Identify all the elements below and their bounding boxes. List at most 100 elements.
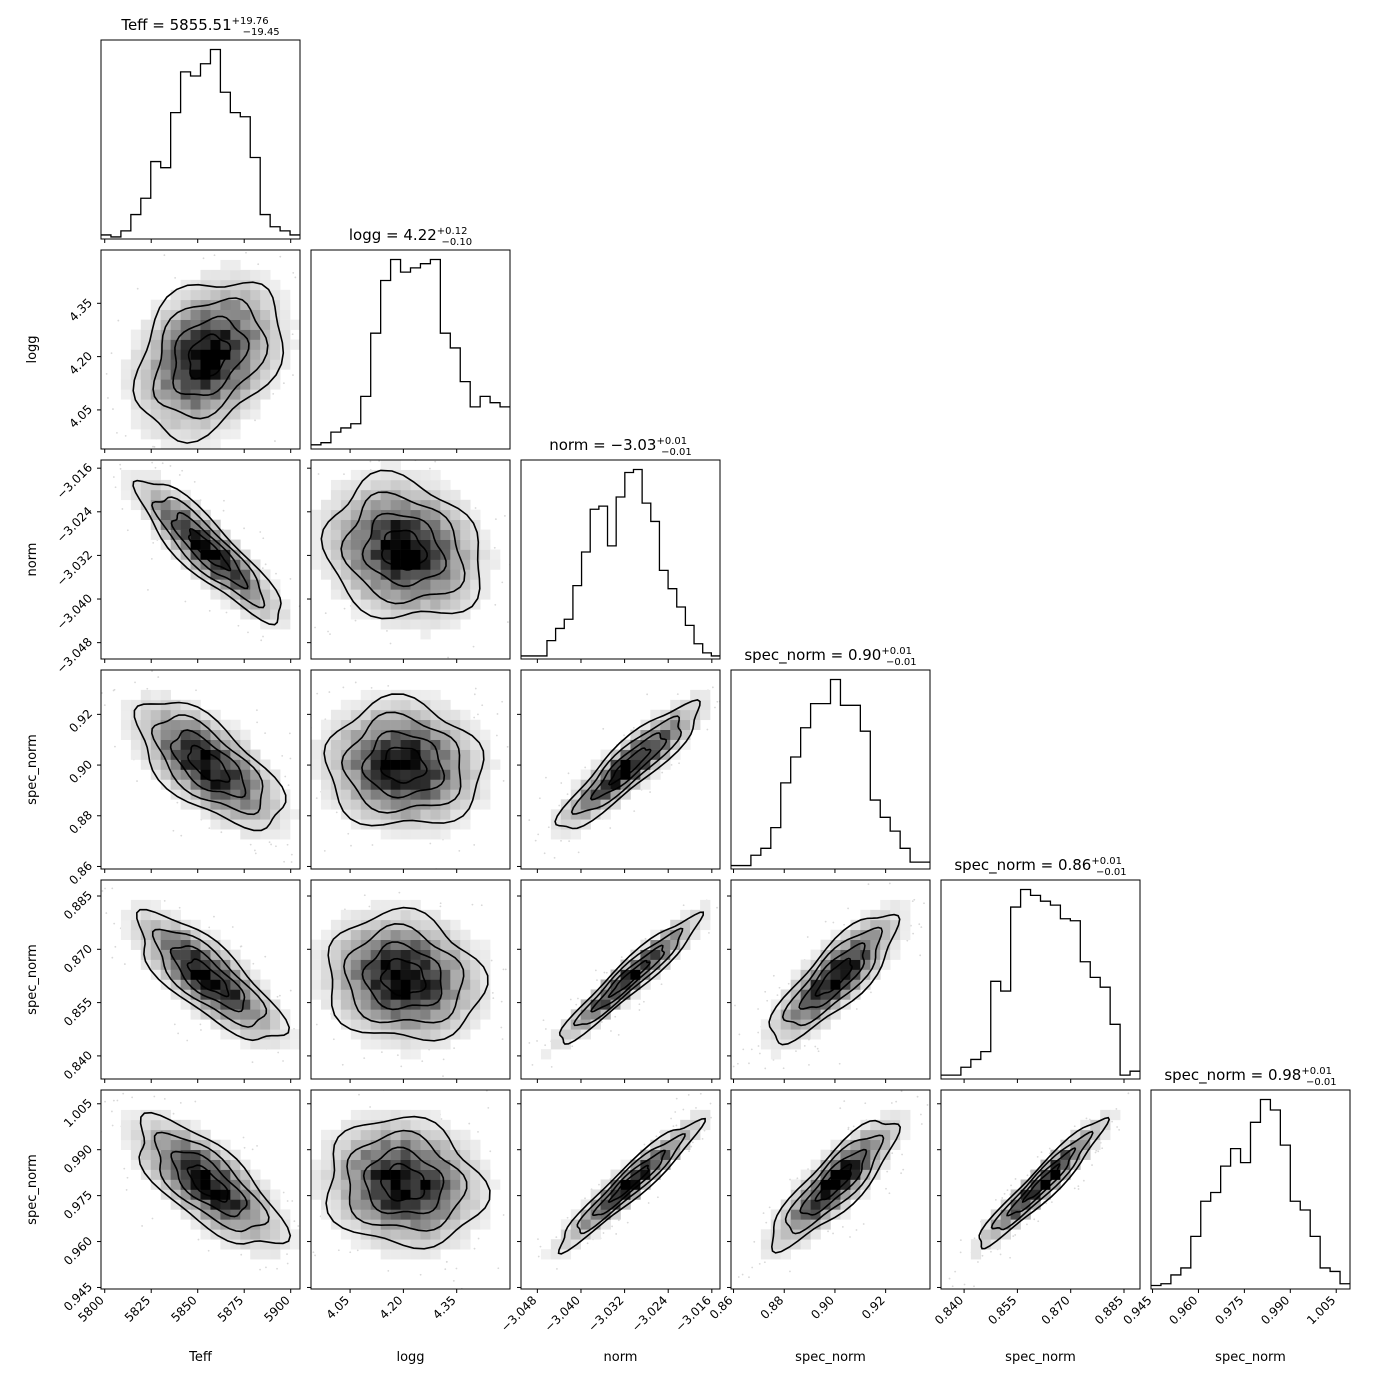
sample-point <box>231 926 234 928</box>
density-cell <box>240 299 251 310</box>
panel-2-0: −3.048−3.040−3.032−3.024−3.016 <box>54 459 301 676</box>
sample-point <box>913 898 916 901</box>
density-cell <box>650 729 661 740</box>
density-cell <box>230 989 241 1000</box>
density-cell <box>240 989 251 1000</box>
density-cell <box>270 1019 281 1030</box>
density-cell <box>440 779 451 790</box>
x-tick-label: 0.88 <box>758 1293 787 1322</box>
density-cell <box>240 1039 251 1050</box>
sample-point <box>178 474 181 476</box>
sample-point <box>568 840 571 843</box>
sample-point <box>286 1253 288 1256</box>
density-cell <box>350 809 362 820</box>
density-cell <box>340 1229 352 1240</box>
sample-point <box>277 695 279 697</box>
y-axis-label-5: spec_norm <box>25 1154 40 1225</box>
density-cell <box>470 749 481 760</box>
density-cell <box>630 1189 641 1200</box>
density-cell <box>250 1239 261 1250</box>
sample-point <box>477 1237 480 1240</box>
density-cell <box>200 1129 211 1141</box>
density-cell <box>140 399 152 410</box>
sample-point <box>526 1080 528 1082</box>
density-cell <box>380 919 391 931</box>
density-cell <box>350 1179 362 1190</box>
sample-point <box>638 1003 641 1006</box>
contour-line <box>768 913 901 1046</box>
density-cell <box>560 1239 572 1250</box>
sample-point <box>703 1129 706 1132</box>
sample-point <box>536 602 538 604</box>
density-cell <box>810 1009 821 1020</box>
density-cell <box>600 789 611 800</box>
density-cell <box>230 269 241 281</box>
density-cell <box>270 799 281 810</box>
y-tick-label: 0.86 <box>66 859 95 888</box>
sample-point <box>901 1153 903 1156</box>
density-cell <box>240 749 251 760</box>
sample-point <box>153 1095 156 1098</box>
sample-point <box>350 844 352 847</box>
density-cell <box>830 1179 841 1190</box>
density-cell <box>140 1139 152 1150</box>
density-cell <box>340 1149 352 1160</box>
density-cell <box>140 709 152 721</box>
sample-point <box>558 804 561 807</box>
density-cell <box>440 509 451 520</box>
density-cell <box>390 749 401 760</box>
sample-point <box>289 757 292 760</box>
density-cell <box>370 689 381 701</box>
density-cell <box>390 1009 401 1020</box>
density-cell <box>480 1169 491 1180</box>
density-cell <box>460 1139 471 1150</box>
density-cell <box>200 509 211 520</box>
density-cell <box>150 949 161 960</box>
contour-line <box>361 512 447 588</box>
density-cell <box>170 549 181 560</box>
sample-point <box>478 911 480 913</box>
density-cell <box>330 929 342 940</box>
sample-point <box>523 951 525 953</box>
density-cell <box>360 1029 371 1040</box>
sample-point <box>173 1023 176 1026</box>
density-cell <box>260 979 271 990</box>
density-cell <box>170 1159 181 1170</box>
density-cell <box>660 719 671 730</box>
density-cell <box>330 709 342 721</box>
density-cell <box>380 949 391 960</box>
density-cell <box>440 619 451 630</box>
density-cell <box>350 479 362 491</box>
density-cell <box>260 1019 271 1030</box>
sample-point <box>163 254 166 257</box>
density-cell <box>470 1189 481 1200</box>
density-cell <box>470 939 481 950</box>
density-cell <box>420 1139 431 1150</box>
density-cell <box>420 579 431 590</box>
x-axis-label-5: spec_norm <box>1215 1350 1286 1365</box>
density-cell <box>150 729 161 740</box>
sample-point <box>73 335 75 337</box>
density-cell <box>210 1209 221 1220</box>
density-cell <box>330 1009 342 1020</box>
density-cell <box>840 1199 851 1210</box>
sample-point <box>888 1192 891 1195</box>
density-cell <box>270 999 281 1010</box>
contour-line <box>152 297 269 420</box>
sample-point <box>758 1262 761 1265</box>
density-cell <box>800 1209 811 1220</box>
density-cell <box>410 1229 421 1240</box>
density-cell <box>140 409 152 420</box>
density-cell <box>380 539 391 550</box>
contour-line <box>799 1148 868 1216</box>
density-cell <box>320 959 332 970</box>
sample-point <box>393 451 395 453</box>
sample-point <box>163 1097 166 1100</box>
density-cell <box>140 479 152 491</box>
density-cell <box>190 1159 201 1170</box>
density-cell <box>210 419 221 430</box>
density-cell <box>280 359 291 370</box>
panel-title-2: norm = −3.03+0.01 −0.01 <box>549 436 692 458</box>
density-cell <box>240 1189 251 1200</box>
sample-point <box>337 1249 340 1252</box>
